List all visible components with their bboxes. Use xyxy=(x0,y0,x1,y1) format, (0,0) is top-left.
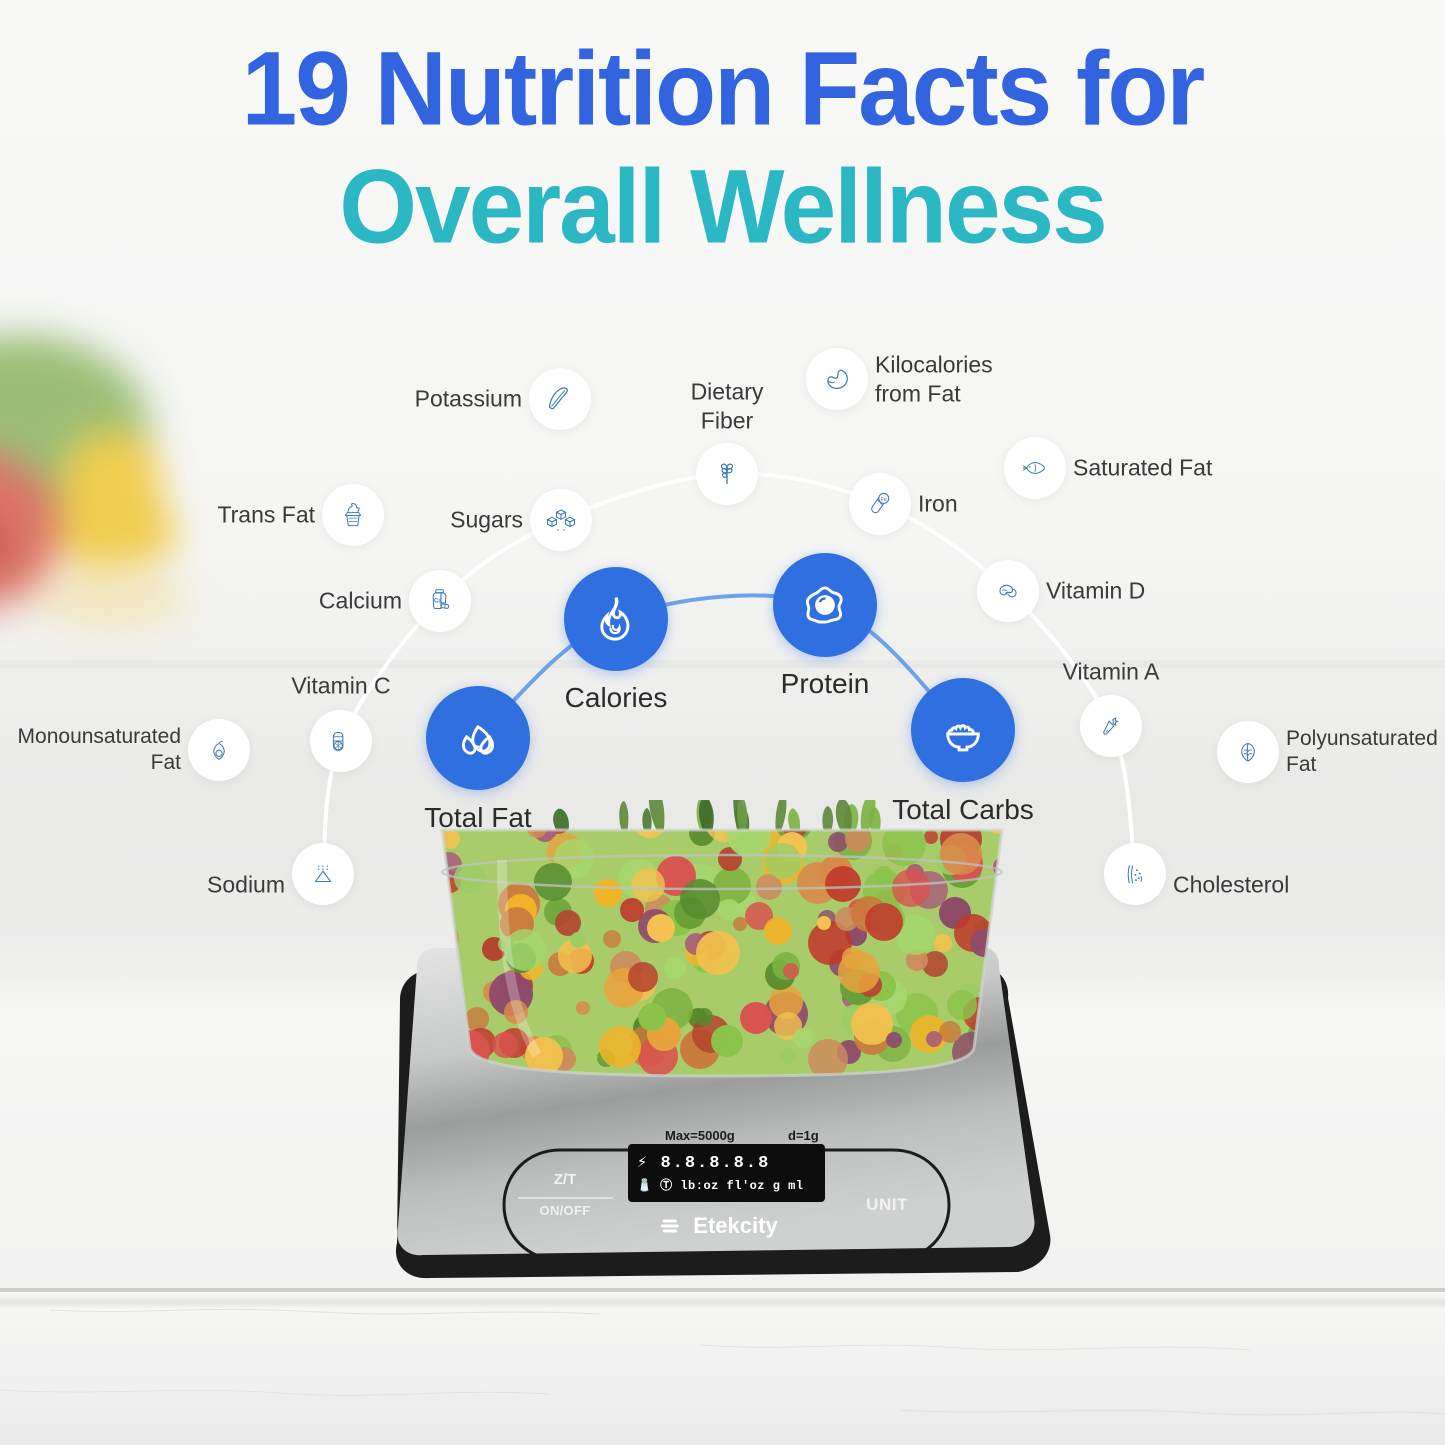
svg-text:Fe: Fe xyxy=(880,497,887,503)
svg-text:Ca: Ca xyxy=(434,597,442,604)
